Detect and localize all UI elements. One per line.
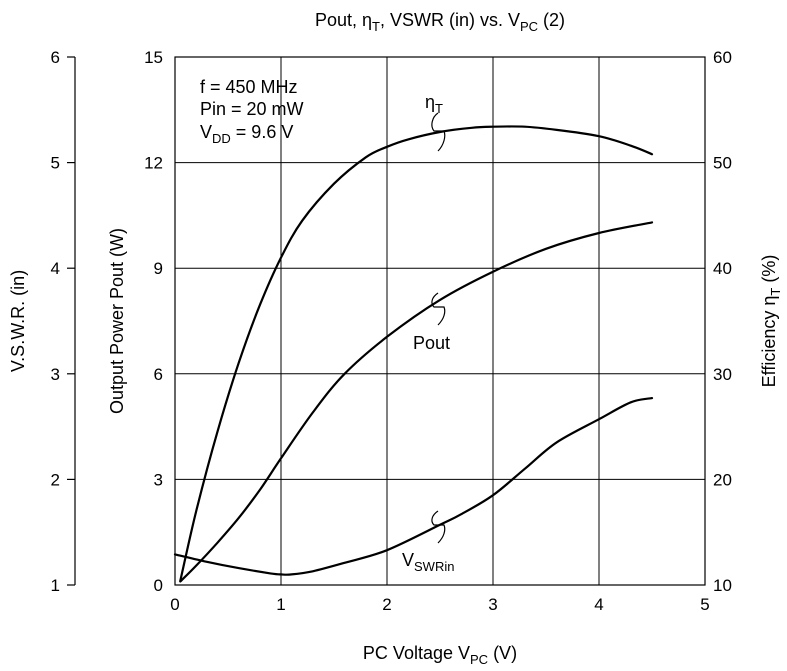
x-tick-label: 4	[594, 595, 603, 614]
y-axis-title-efficiency: Efficiency ηT (%)	[759, 255, 783, 388]
pout-curve	[179, 221, 654, 583]
plot-frame	[174, 56, 706, 586]
y-tick-label-pout: 12	[144, 154, 163, 173]
condition-vdd: VDD = 9.6 V	[200, 122, 293, 146]
x-tick-label: 3	[488, 595, 497, 614]
x-tick-label: 5	[700, 595, 709, 614]
y-tick-label-vswr: 5	[51, 154, 60, 173]
y-tick-label-efficiency: 20	[713, 470, 732, 489]
condition-pin: Pin = 20 mW	[200, 99, 304, 119]
leader-efficiency	[431, 112, 446, 152]
y-tick-label-efficiency: 40	[713, 259, 732, 278]
grid-lines	[175, 57, 705, 585]
label-pout: Pout	[413, 333, 450, 353]
chart-title: Pout, ηT, VSWR (in) vs. VPC (2)	[315, 10, 565, 34]
efficiency-curve	[179, 125, 654, 582]
x-tick-label: 2	[382, 595, 391, 614]
y-tick-label-vswr: 2	[51, 470, 60, 489]
label-efficiency: ηT	[425, 92, 443, 116]
y-tick-label-vswr: 4	[51, 259, 60, 278]
vswr-curve	[173, 397, 654, 576]
y-axis-title-pout: Output Power Pout (W)	[107, 228, 127, 414]
y-axis-title-vswr: V.S.W.R. (in)	[8, 270, 28, 372]
y-tick-label-efficiency: 60	[713, 48, 732, 67]
curve-layer	[173, 125, 654, 583]
y-tick-label-efficiency: 30	[713, 365, 732, 384]
leader-pout	[431, 292, 446, 326]
condition-frequency: f = 450 MHz	[200, 77, 298, 97]
leader-vswr	[431, 510, 446, 544]
y-tick-label-pout: 6	[154, 365, 163, 384]
conditions-box: f = 450 MHz Pin = 20 mW VDD = 9.6 V	[200, 77, 304, 146]
label-vswr: VSWRin	[402, 550, 454, 574]
y-tick-label-vswr: 3	[51, 365, 60, 384]
y-tick-label-pout: 0	[154, 576, 163, 595]
y-tick-label-pout: 3	[154, 470, 163, 489]
y-tick-label-efficiency: 10	[713, 576, 732, 595]
y-tick-label-vswr: 6	[51, 48, 60, 67]
y-tick-label-pout: 9	[154, 259, 163, 278]
x-tick-label: 1	[276, 595, 285, 614]
x-axis-title: PC Voltage VPC (V)	[363, 643, 517, 667]
y-tick-label-efficiency: 50	[713, 154, 732, 173]
x-tick-label: 0	[170, 595, 179, 614]
y-tick-label-pout: 15	[144, 48, 163, 67]
y-tick-label-vswr: 1	[51, 576, 60, 595]
